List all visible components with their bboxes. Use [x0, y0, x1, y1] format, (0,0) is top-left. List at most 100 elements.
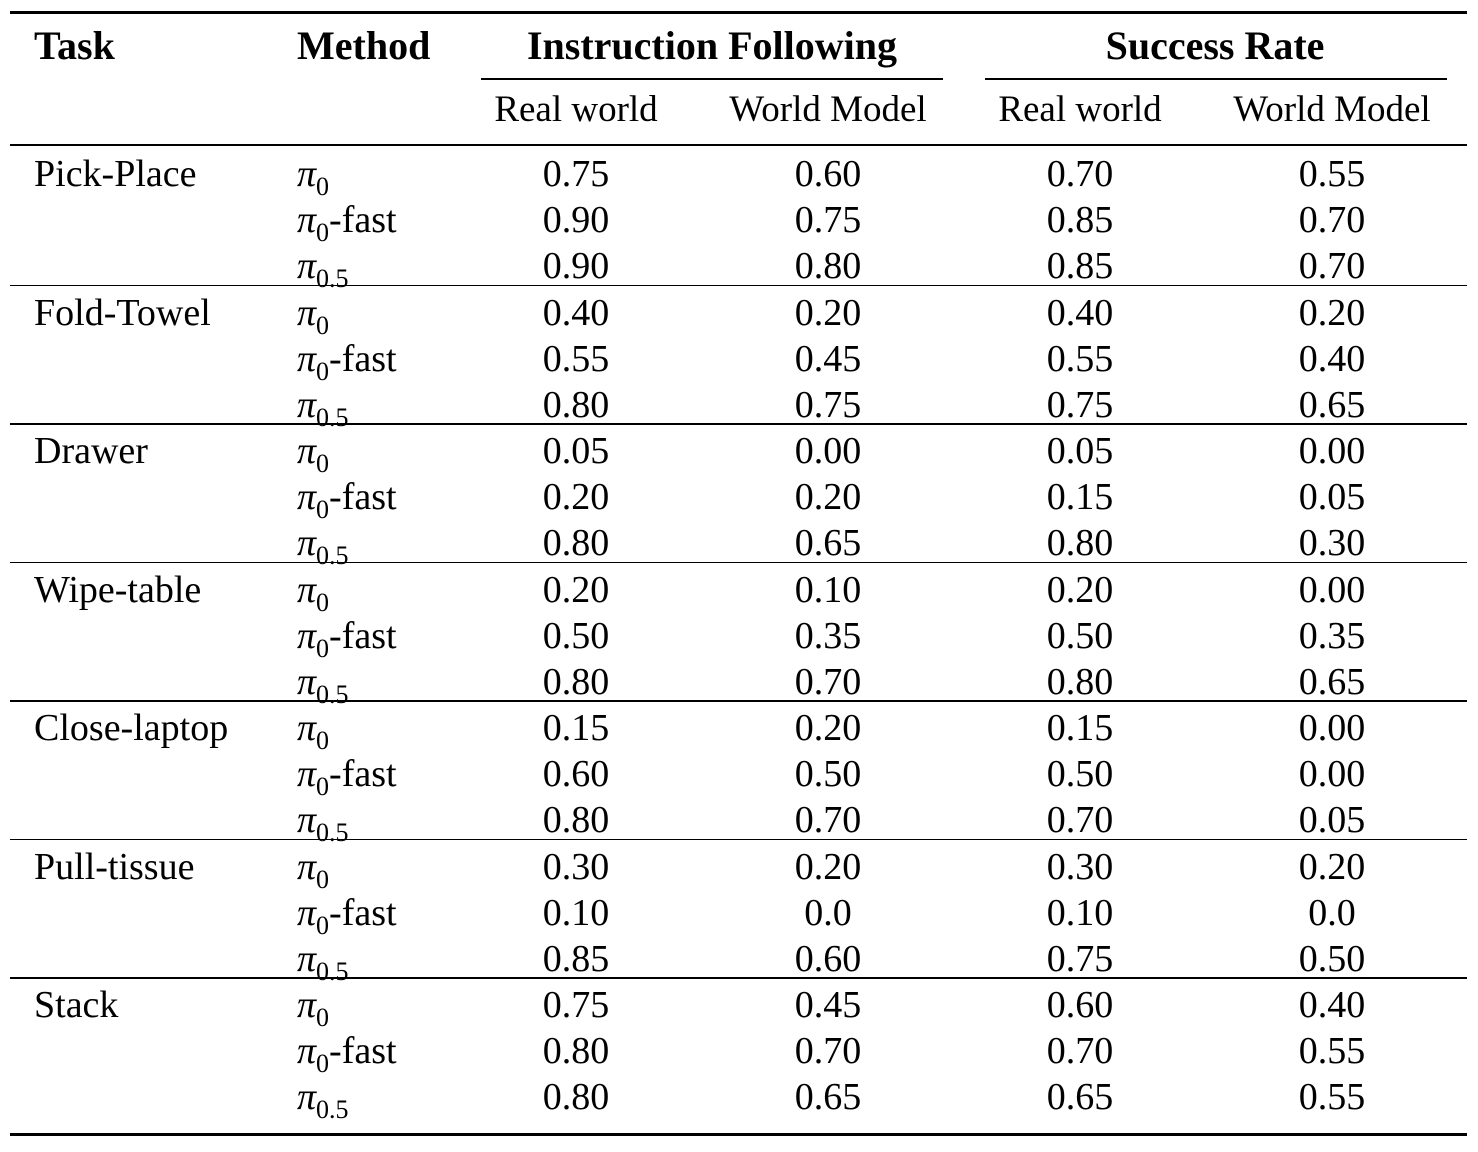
table-cell: 0.80 [794, 245, 862, 287]
subheader-if-world-model: World Model [729, 89, 927, 130]
table-cell: 0.75 [794, 199, 862, 241]
table-cell: 0.45 [794, 984, 862, 1026]
method-label: π0 [297, 432, 329, 477]
cmidrule-instruction [481, 78, 943, 80]
method-suffix: -fast [329, 614, 397, 657]
method-symbol: π [297, 199, 317, 241]
table-cell: 0.75 [794, 383, 862, 426]
method-symbol: π [297, 245, 317, 287]
table-cell: 0.20 [794, 707, 862, 749]
table-cell: 0.30 [1298, 522, 1366, 564]
table-cell: 0.00 [1298, 753, 1366, 795]
method-suffix: -fast [329, 476, 397, 518]
method-label: π0.5 [297, 660, 349, 708]
table-cell: 0.75 [542, 153, 610, 195]
method-label: π0.5 [297, 1078, 349, 1123]
method-label: π0.5 [297, 245, 349, 292]
table-cell: 0.00 [1298, 568, 1366, 611]
method-subscript: 0.5 [316, 402, 349, 432]
table-cell: 0.35 [794, 614, 862, 657]
table-cell: 0.60 [542, 753, 610, 795]
method-subscript: 0.5 [316, 679, 349, 709]
task-name: Close-laptop [34, 707, 229, 749]
table-cell: 0.85 [542, 937, 610, 980]
subheader-sr-real-world: Real world [998, 89, 1162, 130]
method-subscript: 0 [316, 172, 330, 201]
group-separator-rule [10, 561, 1467, 563]
table-cell: 0.00 [1298, 430, 1366, 472]
table-cell: 0.15 [1046, 476, 1114, 518]
method-label: π0-fast [297, 476, 397, 523]
table-cell: 0.35 [1298, 614, 1366, 657]
table-cell: 0.85 [1046, 245, 1114, 287]
table-cell: 0.75 [1046, 937, 1114, 980]
method-symbol: π [297, 1030, 317, 1072]
table-cell: 0.80 [542, 383, 610, 426]
header-rule [10, 144, 1467, 146]
task-name: Wipe-table [34, 568, 202, 611]
table-cell: 0.20 [1298, 845, 1366, 888]
header-method: Method [297, 23, 431, 68]
subheader-sr-world-model: World Model [1233, 89, 1431, 130]
table-cell: 0.0 [1308, 891, 1356, 934]
method-label: π0 [297, 155, 329, 200]
table-cell: 0.65 [794, 1076, 862, 1118]
method-label: π0 [297, 845, 329, 893]
table-cell: 0.40 [1046, 291, 1114, 334]
method-suffix: -fast [329, 891, 397, 934]
table-cell: 0.20 [794, 845, 862, 888]
method-label: π0 [297, 707, 329, 754]
method-label: π0.5 [297, 524, 349, 569]
table-cell: 0.20 [542, 568, 610, 611]
method-label: π0-fast [297, 199, 397, 246]
table-cell: 0.65 [1046, 1076, 1114, 1118]
table-cell: 0.10 [1046, 891, 1114, 934]
table-cell: 0.20 [542, 476, 610, 518]
table-cell: 0.50 [794, 753, 862, 795]
method-subscript: 0 [316, 1003, 330, 1032]
table-cell: 0.15 [1046, 707, 1114, 749]
method-label: π0-fast [297, 337, 397, 385]
table-cell: 0.90 [542, 199, 610, 241]
table-cell: 0.60 [1046, 984, 1114, 1026]
table-cell: 0.55 [1298, 1030, 1366, 1072]
table-cell: 0.0 [804, 891, 852, 934]
table-cell: 0.40 [542, 291, 610, 334]
table-cell: 0.10 [794, 568, 862, 611]
method-label: π0-fast [297, 891, 397, 939]
header-success-rate: Success Rate [1105, 23, 1325, 68]
method-symbol: π [297, 845, 317, 888]
table-cell: 0.80 [542, 799, 610, 841]
method-symbol: π [297, 660, 317, 703]
method-symbol: π [297, 707, 317, 749]
header-task: Task [34, 23, 115, 68]
task-name: Pull-tissue [34, 845, 195, 888]
method-subscript: 0 [316, 449, 330, 478]
method-symbol: π [297, 614, 317, 657]
method-subscript: 0 [316, 772, 330, 801]
method-subscript: 0.5 [316, 956, 349, 986]
method-suffix: -fast [329, 199, 397, 241]
table-cell: 0.65 [1298, 660, 1366, 703]
table-cell: 0.75 [1046, 383, 1114, 426]
method-subscript: 0 [316, 356, 330, 386]
cmidrule-success [985, 78, 1447, 80]
task-name: Pick-Place [34, 153, 197, 195]
table-cell: 0.40 [1298, 337, 1366, 380]
task-name: Fold-Towel [34, 291, 211, 334]
group-separator-rule [10, 977, 1467, 979]
task-name: Stack [34, 984, 119, 1026]
table-cell: 0.65 [1298, 383, 1366, 426]
table-cell: 0.90 [542, 245, 610, 287]
method-subscript: 0.5 [316, 541, 349, 570]
table-cell: 0.50 [542, 614, 610, 657]
table-cell: 0.80 [1046, 660, 1114, 703]
table-cell: 0.05 [542, 430, 610, 472]
subheader-if-real-world: Real world [494, 89, 658, 130]
table-cell: 0.10 [542, 891, 610, 934]
method-subscript: 0 [316, 726, 330, 755]
method-symbol: π [297, 891, 317, 934]
method-symbol: π [297, 337, 317, 380]
table-cell: 0.15 [542, 707, 610, 749]
table-cell: 0.60 [794, 937, 862, 980]
